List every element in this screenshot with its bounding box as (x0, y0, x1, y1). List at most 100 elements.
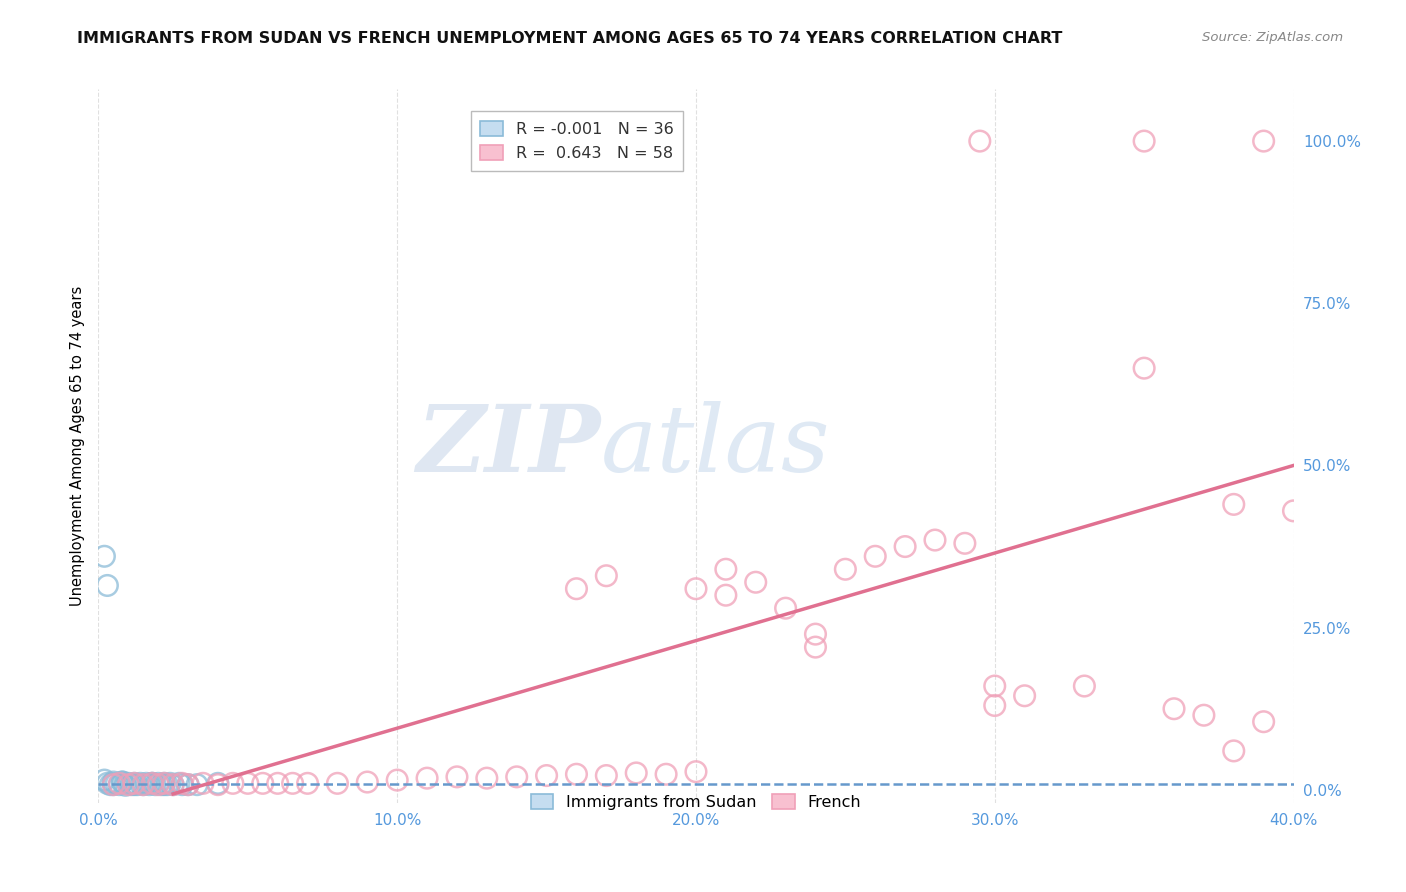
Point (186, 778, 208, 792)
Point (655, 767, 678, 781)
Point (120, 778, 142, 792)
Point (252, 776, 274, 790)
Point (207, 778, 229, 792)
Point (111, 775, 134, 789)
Point (1133, 134, 1156, 148)
Point (865, 549, 887, 564)
Point (834, 562, 856, 576)
Point (150, 778, 173, 792)
Point (103, 775, 125, 789)
Point (281, 776, 304, 790)
Point (108, 776, 131, 790)
Point (114, 778, 136, 792)
Point (775, 601, 797, 615)
Point (207, 776, 229, 790)
Point (236, 776, 259, 790)
Point (162, 778, 184, 792)
Point (96, 578, 118, 592)
Point (416, 771, 439, 785)
Text: atlas: atlas (600, 401, 830, 491)
Point (153, 778, 176, 792)
Point (475, 771, 498, 785)
Point (326, 776, 349, 790)
Point (924, 533, 946, 547)
Point (595, 768, 617, 782)
Point (595, 568, 617, 582)
Point (153, 776, 176, 790)
Point (745, 575, 768, 590)
Point (148, 776, 170, 790)
Point (127, 778, 149, 792)
Point (1282, 504, 1305, 518)
Point (191, 776, 214, 790)
Point (1253, 714, 1275, 729)
Point (1073, 679, 1095, 693)
Point (153, 776, 176, 790)
Point (1223, 744, 1246, 758)
Point (103, 778, 125, 792)
Point (105, 776, 128, 790)
Point (984, 679, 1007, 693)
Point (714, 588, 737, 602)
Point (98, 778, 122, 792)
Point (984, 698, 1007, 713)
Point (143, 778, 166, 792)
Point (135, 776, 157, 790)
Point (1133, 361, 1156, 376)
Point (177, 778, 200, 792)
Point (565, 582, 588, 596)
Point (138, 778, 160, 792)
Point (565, 767, 588, 781)
Point (356, 775, 378, 789)
Point (1014, 689, 1036, 703)
Point (172, 778, 194, 792)
Point (536, 768, 558, 782)
Point (1253, 134, 1275, 148)
Point (93, 773, 115, 788)
Point (96, 776, 118, 790)
Point (103, 778, 125, 792)
Point (141, 776, 163, 790)
Point (1163, 702, 1185, 716)
Point (297, 776, 319, 790)
Point (446, 770, 468, 784)
Point (148, 778, 170, 792)
Point (506, 770, 529, 784)
Point (626, 766, 648, 780)
Point (804, 640, 827, 654)
Point (267, 776, 290, 790)
Text: Source: ZipAtlas.com: Source: ZipAtlas.com (1202, 31, 1343, 45)
Point (222, 776, 245, 790)
Point (117, 778, 139, 792)
Point (108, 778, 131, 792)
Y-axis label: Unemployment Among Ages 65 to 74 years: Unemployment Among Ages 65 to 74 years (69, 285, 84, 607)
Point (1192, 708, 1215, 723)
Point (156, 778, 179, 792)
Point (124, 776, 146, 790)
Point (162, 778, 184, 792)
Point (141, 776, 163, 790)
Point (141, 776, 163, 790)
Point (969, 134, 991, 148)
Point (385, 773, 409, 788)
Point (124, 776, 146, 790)
Point (129, 776, 152, 790)
Legend: Immigrants from Sudan, French: Immigrants from Sudan, French (524, 788, 868, 816)
Point (124, 778, 146, 792)
Point (159, 776, 181, 790)
Point (714, 562, 737, 576)
Point (111, 775, 134, 789)
Point (167, 776, 190, 790)
Point (93, 549, 115, 564)
Point (1223, 497, 1246, 511)
Text: IMMIGRANTS FROM SUDAN VS FRENCH UNEMPLOYMENT AMONG AGES 65 TO 74 YEARS CORRELATI: IMMIGRANTS FROM SUDAN VS FRENCH UNEMPLOY… (77, 31, 1063, 46)
Point (132, 778, 155, 792)
Point (953, 536, 976, 550)
Point (177, 778, 200, 792)
Point (172, 776, 194, 790)
Point (804, 627, 827, 641)
Point (685, 764, 707, 779)
Point (685, 582, 707, 596)
Point (132, 778, 155, 792)
Point (894, 540, 917, 554)
